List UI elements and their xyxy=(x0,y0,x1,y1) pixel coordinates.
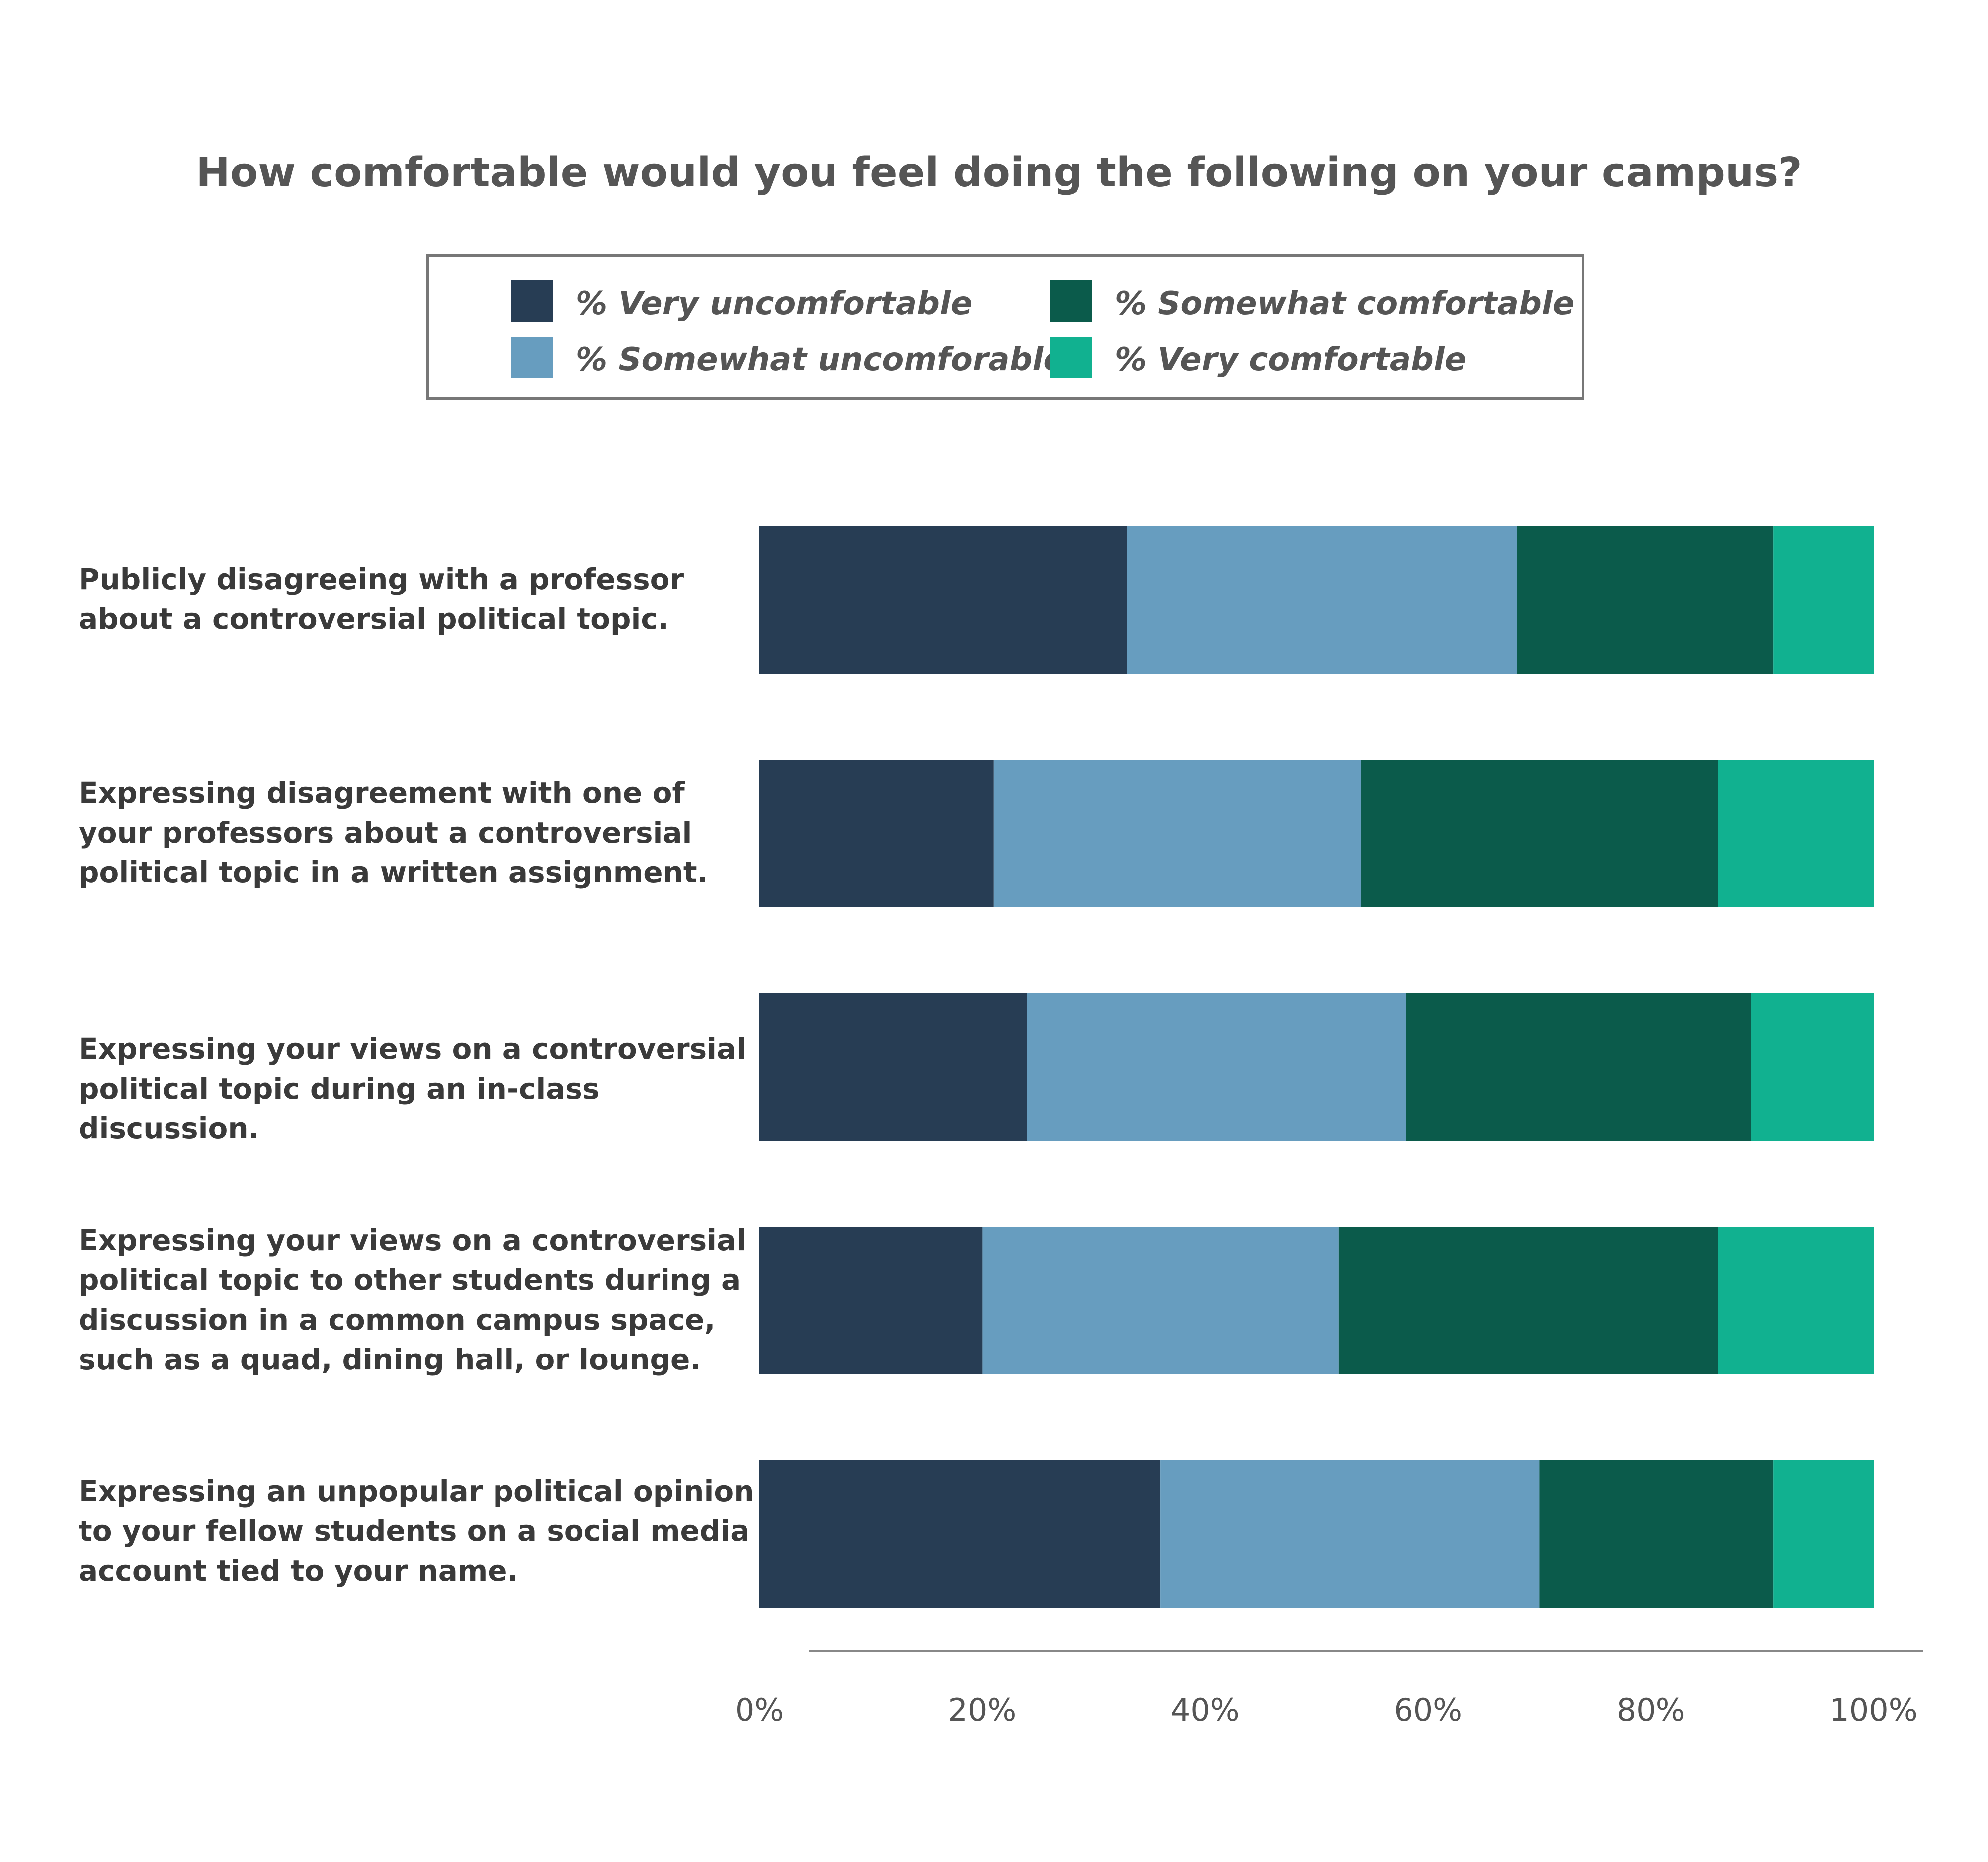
bar-segment-row5-series1 xyxy=(759,1460,1161,1608)
x-tick-label: 80% xyxy=(1617,1692,1685,1728)
bar-segment-row5-series2 xyxy=(1160,1460,1540,1608)
x-tick-label: 60% xyxy=(1394,1692,1462,1728)
bar-segment-row4-series4 xyxy=(1718,1227,1874,1374)
bar-segment-row1-series1 xyxy=(759,526,1127,674)
bar-segment-row3-series3 xyxy=(1406,993,1751,1141)
category-label-3: Expressing your views on a controversial… xyxy=(79,1032,746,1145)
legend-label-somewhat-comfortable: % Somewhat comfortable xyxy=(1115,285,1574,322)
legend-swatch-very-comfortable xyxy=(1050,337,1092,378)
category-label-2: Expressing disagreement with one of your… xyxy=(79,776,708,889)
legend-swatch-somewhat-comfortable xyxy=(1050,280,1092,322)
x-tick-label: 20% xyxy=(948,1692,1016,1728)
legend-label-very-uncomfortable: % Very uncomfortable xyxy=(576,285,973,322)
bar-segment-row5-series3 xyxy=(1539,1460,1774,1608)
x-tick-label: 0% xyxy=(735,1692,784,1728)
bar-segment-row2-series2 xyxy=(993,760,1361,907)
bar-segment-row3-series2 xyxy=(1027,993,1406,1141)
legend-swatch-somewhat-uncomforable xyxy=(511,337,553,378)
bar-segment-row5-series4 xyxy=(1773,1460,1874,1608)
bar-segment-row1-series4 xyxy=(1773,526,1874,674)
category-label-5: Expressing an unpopular political opinio… xyxy=(79,1474,754,1588)
bar-segment-row4-series3 xyxy=(1338,1227,1718,1374)
category-label-4: Expressing your views on a controversial… xyxy=(79,1223,746,1376)
x-tick-label: 40% xyxy=(1171,1692,1240,1728)
bar-segment-row2-series1 xyxy=(759,760,994,907)
category-label-1: Publicly disagreeing with a professor ab… xyxy=(79,562,684,636)
bar-segment-row2-series3 xyxy=(1361,760,1718,907)
chart-title: How comfortable would you feel doing the… xyxy=(196,149,1802,196)
legend-swatch-very-uncomfortable xyxy=(511,280,553,322)
bar-segment-row1-series3 xyxy=(1517,526,1774,674)
bar-segment-row2-series4 xyxy=(1718,760,1874,907)
legend-label-very-comfortable: % Very comfortable xyxy=(1115,341,1467,378)
bar-segment-row3-series4 xyxy=(1751,993,1874,1141)
x-tick-label: 100% xyxy=(1829,1692,1917,1728)
legend-label-somewhat-uncomforable: % Somewhat uncomforable xyxy=(576,341,1065,378)
bar-segment-row4-series2 xyxy=(982,1227,1339,1374)
legend: % Very uncomfortable % Somewhat uncomfor… xyxy=(426,254,1584,400)
bar-segment-row4-series1 xyxy=(759,1227,983,1374)
bar-segment-row3-series1 xyxy=(759,993,1027,1141)
bar-segment-row1-series2 xyxy=(1127,526,1517,674)
